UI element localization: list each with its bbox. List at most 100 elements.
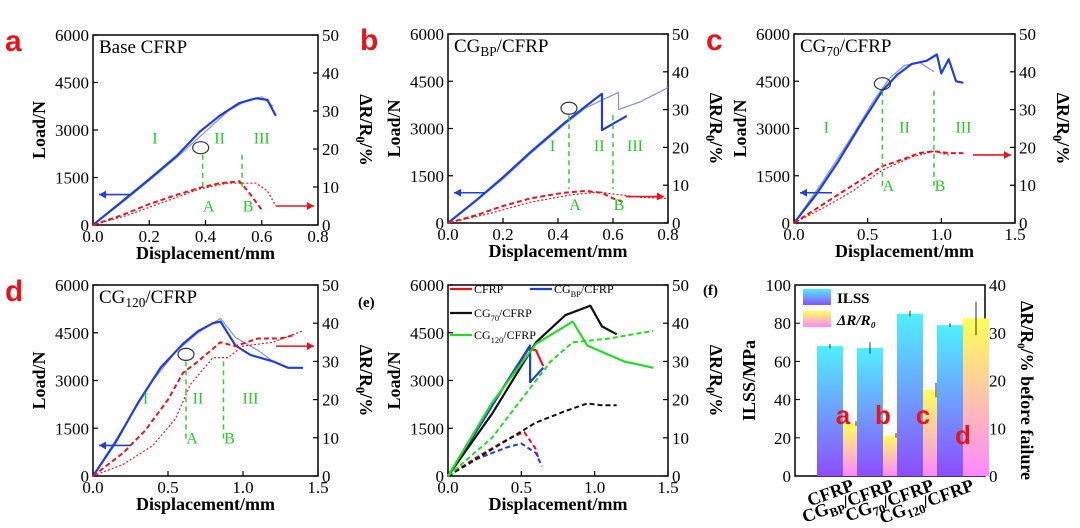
- ilss-bar: [897, 313, 923, 476]
- ytick-label: 0: [783, 467, 792, 486]
- y2tick-label: 0: [672, 214, 681, 233]
- marker-circle: [192, 141, 210, 155]
- xtick-label: 1.5: [1004, 225, 1025, 244]
- resistance-curve-1: [92, 180, 263, 226]
- xtick-label: 0.0: [437, 225, 458, 244]
- resistance-line-2: [447, 402, 617, 477]
- xtick-label: 0.0: [82, 478, 103, 497]
- ytick-label: 3000: [756, 120, 790, 139]
- region-label: II: [899, 119, 910, 136]
- y2tick-label: 50: [1019, 25, 1036, 44]
- legend-swatch-ilss: [803, 289, 831, 305]
- panel-letter-f: (f): [703, 283, 718, 299]
- y-axis-label: Load/N: [29, 351, 49, 409]
- y2tick-label: 40: [322, 64, 339, 83]
- resistance-line-1: [447, 442, 543, 477]
- y2tick-label: 40: [672, 314, 689, 333]
- xtick-label: 0.0: [437, 478, 458, 497]
- y2tick-label: 10: [672, 429, 689, 448]
- y2tick-label: 10: [989, 419, 1006, 438]
- region-label: II: [193, 390, 204, 407]
- panel-title-a: Base CFRP: [99, 37, 187, 58]
- ytick-label: 4500: [410, 324, 444, 343]
- region-label: II: [594, 138, 605, 155]
- panel-letter-c: c: [706, 24, 723, 57]
- region-label: I: [550, 138, 555, 155]
- point-label: A: [186, 431, 198, 448]
- panel-letter-a: a: [5, 25, 22, 58]
- y2tick-label: 20: [672, 391, 689, 410]
- ytick-label: 6000: [55, 26, 89, 45]
- bar-letter: d: [955, 420, 971, 450]
- ytick-label: 40: [774, 391, 791, 410]
- ilss-bar: [857, 348, 883, 476]
- load-line-3: [447, 320, 654, 477]
- y2tick-label: 50: [672, 276, 689, 295]
- xtick-label: 0.5: [511, 478, 532, 497]
- panel-title-c: CG70/CFRP: [800, 36, 891, 59]
- y2tick-label: 0: [1019, 214, 1028, 233]
- resistance-line-3: [447, 329, 654, 477]
- region-label: II: [214, 130, 225, 147]
- y2tick-label: 10: [322, 178, 339, 197]
- xtick-label: 1.5: [657, 478, 678, 497]
- y2-axis-label: ΔR/R0/%: [1050, 93, 1073, 165]
- xtick-label: 0.8: [307, 227, 328, 246]
- x-axis-label: Displacement/mm: [489, 494, 628, 514]
- resistance-curve-2: [92, 330, 304, 477]
- y2tick-label: 30: [322, 102, 339, 121]
- y2tick-label: 0: [322, 467, 331, 486]
- resistance-curve-1: [447, 189, 625, 224]
- y2tick-label: 0: [322, 216, 331, 235]
- y-axis-label: Load/N: [384, 351, 404, 409]
- point-label: B: [224, 431, 235, 448]
- y-axis-label: ILSS/MPa: [739, 340, 759, 421]
- y-axis-label: Load/N: [29, 101, 49, 159]
- ytick-label: 0: [436, 214, 445, 233]
- load-axis-arrow-head: [99, 190, 106, 199]
- panel-title-b: CGBP/CFRP: [454, 36, 548, 59]
- y2tick-label: 50: [322, 276, 339, 295]
- xtick-label: 0.2: [139, 227, 160, 246]
- bar-letter: a: [836, 400, 851, 430]
- load-curve-2: [447, 87, 669, 224]
- ytick-label: 6000: [756, 25, 790, 44]
- y2tick-label: 20: [672, 138, 689, 157]
- y2-axis-label: ΔR/R0/%: [353, 94, 376, 166]
- y2tick-label: 10: [322, 429, 339, 448]
- ytick-label: 0: [81, 467, 90, 486]
- ilss-bar: [937, 325, 963, 476]
- xtick-label: 0.0: [82, 227, 103, 246]
- xtick-label: 1.0: [232, 478, 253, 497]
- y2tick-label: 20: [322, 391, 339, 410]
- load-line-2: [447, 304, 618, 477]
- point-label: B: [614, 197, 625, 214]
- ytick-label: 4500: [55, 324, 89, 343]
- plot-frame-3: [92, 284, 319, 477]
- point-label: B: [243, 199, 254, 216]
- region-label: III: [243, 390, 259, 407]
- ytick-label: 4500: [756, 72, 790, 91]
- panel-letter-e: (e): [358, 295, 375, 311]
- ytick-label: 3000: [410, 120, 444, 139]
- y-axis-label: Load/N: [384, 99, 404, 157]
- bar-letter: c: [916, 400, 930, 430]
- resistance-axis-arrow-head: [307, 342, 314, 351]
- y2tick-label: 0: [672, 467, 681, 486]
- resistance-axis-arrow-head: [657, 192, 664, 201]
- resistance-curve-2: [793, 150, 949, 224]
- ytick-label: 6000: [55, 276, 89, 295]
- resistance-curve-1: [92, 333, 296, 477]
- xtick-label: 0.5: [157, 478, 178, 497]
- panel-letter-d: d: [5, 275, 23, 308]
- ytick-label: 3000: [55, 372, 89, 391]
- legend-label: CG120/CFRP: [474, 328, 536, 345]
- resistance-curve-2: [92, 182, 277, 226]
- x-axis-label: Displacement/mm: [136, 494, 275, 514]
- load-axis-arrow-head: [800, 188, 807, 197]
- xtick-label: 1.0: [584, 478, 605, 497]
- region-label: III: [254, 130, 270, 147]
- bar-letter: b: [875, 400, 891, 430]
- legend-swatch-dr: [803, 311, 831, 327]
